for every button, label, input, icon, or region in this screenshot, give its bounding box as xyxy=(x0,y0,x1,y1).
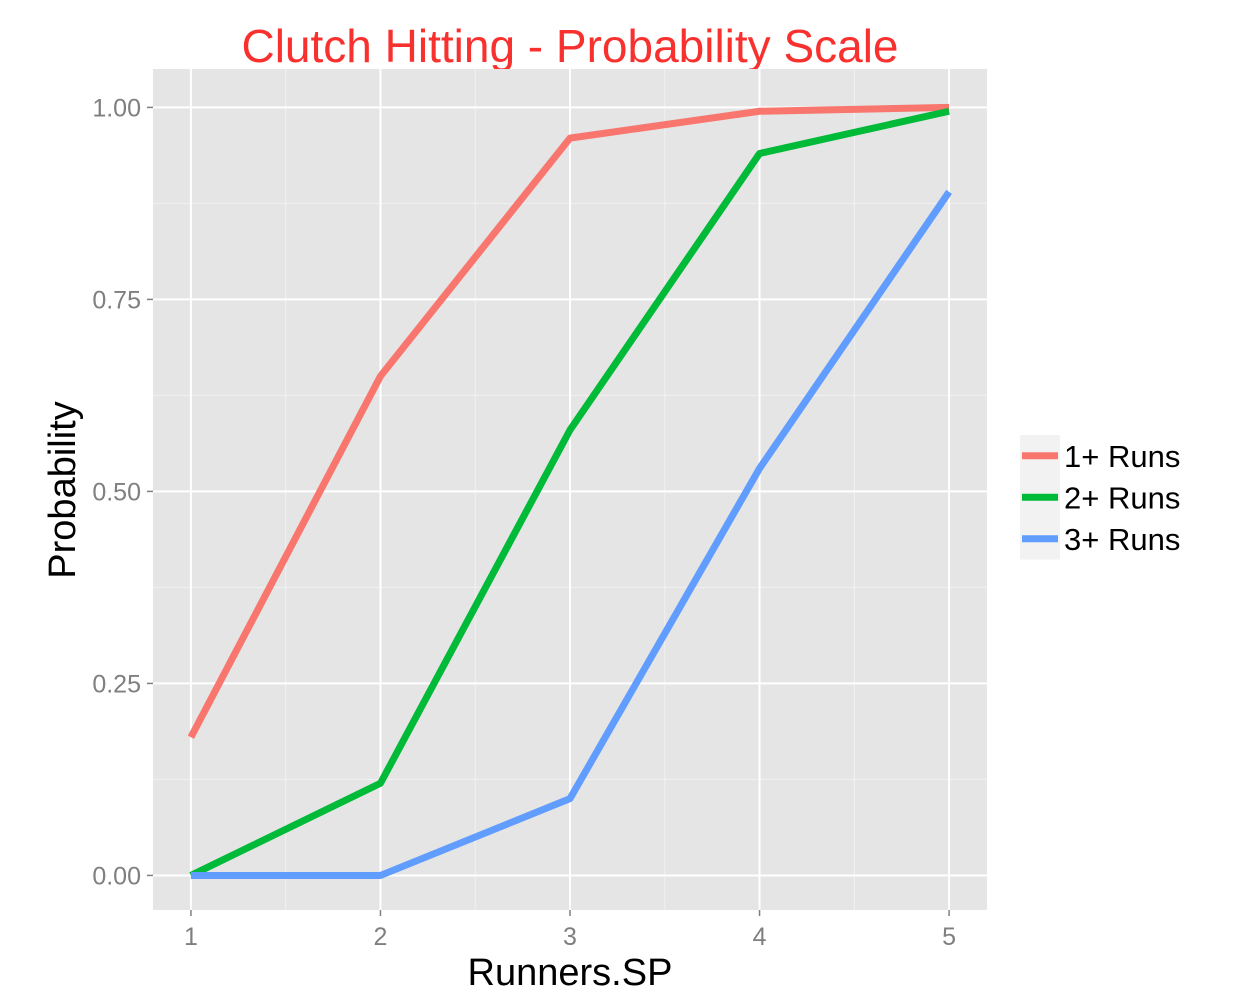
x-tick-label: 2 xyxy=(374,923,388,951)
chart-title: Clutch Hitting - Probability Scale xyxy=(241,20,898,72)
x-tick-label: 1 xyxy=(184,923,198,951)
legend: 1+ Runs 2+ Runs 3+ Runs xyxy=(1020,435,1180,560)
y-axis-label: Probability xyxy=(42,401,84,578)
series-line-3 xyxy=(190,189,952,879)
x-tick-label: 3 xyxy=(563,923,577,951)
x-tick-label: 5 xyxy=(942,923,956,951)
y-tick-label: 0.75 xyxy=(92,286,141,314)
y-tick-label: 1.00 xyxy=(92,94,141,122)
legend-label-2: 2+ Runs xyxy=(1064,480,1180,515)
y-tick-label: 0.00 xyxy=(92,862,141,890)
y-tick-label: 0.25 xyxy=(92,670,141,698)
y-tick-label: 0.50 xyxy=(92,478,141,506)
legend-label-3: 3+ Runs xyxy=(1064,522,1180,557)
series-line-1 xyxy=(187,103,950,739)
x-axis-label: Runners.SP xyxy=(468,952,673,994)
series-line-2 xyxy=(189,107,950,879)
legend-label-1: 1+ Runs xyxy=(1064,439,1180,474)
plot-area: 0.00 0.25 0.50 0.75 1.00 1 2 3 4 5 xyxy=(92,69,987,951)
x-tick-label: 4 xyxy=(753,923,767,951)
